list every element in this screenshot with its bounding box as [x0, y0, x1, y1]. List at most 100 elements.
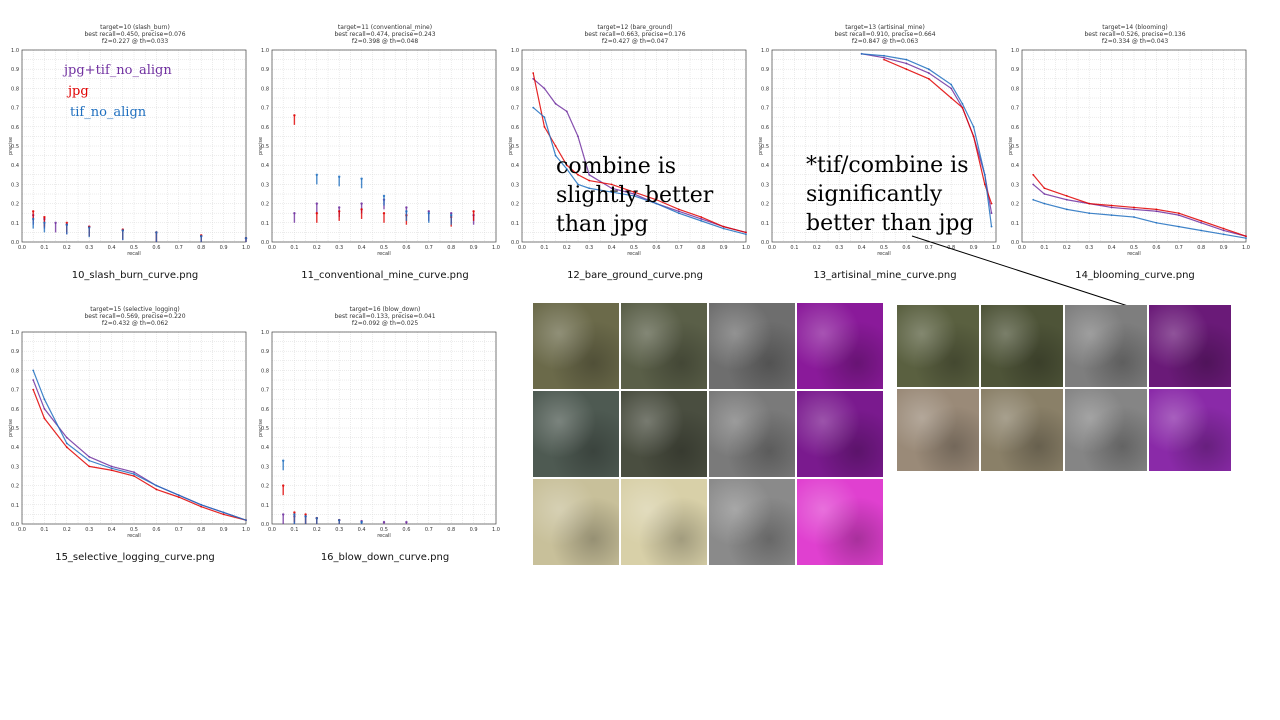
x-tick-label: 0.3 [85, 245, 93, 251]
data-point [990, 225, 993, 228]
x-tick-label: 0.5 [880, 245, 888, 251]
y-tick-label: 0.3 [1011, 182, 1019, 188]
x-tick-label: 0.7 [1175, 245, 1183, 251]
y-tick-label: 0.6 [261, 125, 269, 131]
x-tick-label: 0.8 [447, 527, 455, 533]
y-tick-label: 0.1 [761, 221, 769, 227]
y-tick-label: 0.9 [761, 67, 769, 73]
chart-caption: 16_blow_down_curve.png [320, 552, 450, 563]
y-tick-label: 0.8 [761, 86, 769, 92]
y-tick-label: 0.9 [1011, 67, 1019, 73]
x-tick-label: 0.4 [108, 527, 116, 533]
chart-title: target=10 (slash_burn) best recall=0.450,… [84, 24, 186, 45]
chart-caption: 12_bare_ground_curve.png [567, 270, 703, 281]
y-axis-label: precise [1008, 137, 1014, 155]
data-point [133, 475, 135, 477]
legend-item-tif: tif_no_align [70, 105, 147, 120]
data-point [633, 193, 635, 195]
y-tick-label: 0.4 [11, 163, 19, 169]
x-tick-label: 0.3 [85, 527, 93, 533]
chart-caption: 14_blooming_curve.png [1075, 270, 1195, 281]
data-point [633, 195, 635, 197]
data-point [133, 471, 135, 474]
data-point [245, 519, 247, 522]
data-point [1222, 229, 1225, 232]
x-tick-label: 0.1 [790, 245, 798, 251]
y-tick-label: 0.8 [511, 86, 519, 92]
data-point [155, 484, 158, 487]
x-tick-label: 0.9 [970, 245, 978, 251]
y-tick-label: 0.2 [261, 484, 269, 490]
x-tick-label: 0.6 [1152, 245, 1160, 251]
data-point [700, 219, 703, 222]
x-tick-label: 0.2 [563, 245, 571, 251]
y-tick-label: 0.1 [11, 221, 19, 227]
x-tick-label: 0.0 [18, 527, 26, 533]
y-tick-label: 0.4 [261, 163, 269, 169]
satellite-thumbnail [621, 391, 707, 477]
data-point [588, 179, 591, 182]
x-axis-label: recall [1127, 251, 1141, 256]
data-point [1032, 198, 1035, 201]
x-tick-label: 0.3 [335, 527, 343, 533]
y-tick-label: 0.0 [261, 522, 269, 528]
x-tick-label: 0.1 [40, 527, 48, 533]
y-tick-label: 0.7 [511, 106, 519, 112]
data-point [543, 125, 546, 128]
x-tick-label: 0.7 [425, 245, 433, 251]
data-point [1043, 187, 1046, 190]
chart-plot: 0.00.0 0.1 0.1 0.2 0.2 0.3 0.3 0.4 0.4 0.5 0.5 0.6 0… [258, 330, 500, 538]
y-axis-label: precise [8, 419, 14, 437]
data-point [1110, 214, 1113, 217]
x-tick-label: 0.9 [220, 527, 228, 533]
x-tick-label: 0.7 [425, 527, 433, 533]
y-tick-label: 0.0 [761, 240, 769, 246]
data-point [43, 417, 46, 420]
y-tick-label: 1.0 [511, 48, 519, 54]
y-tick-label: 0.4 [1011, 163, 1019, 169]
x-tick-label: 0.4 [358, 245, 366, 251]
chart-panel: target=10 (slash_burn) best recall=0.450,… [8, 24, 262, 256]
y-tick-label: 0.8 [11, 368, 19, 374]
chart-plot: 0.00.0 0.1 0.1 0.2 0.2 0.3 0.3 0.4 0.4 0.5 0.5 0.6 0… [1008, 48, 1250, 256]
data-point [577, 183, 579, 186]
data-point [1065, 208, 1068, 211]
data-point [1088, 202, 1091, 205]
data-point [1155, 221, 1158, 224]
data-point [950, 97, 953, 99]
x-tick-label: 0.4 [358, 527, 366, 533]
y-tick-label: 1.0 [261, 48, 269, 54]
x-tick-label: 0.7 [175, 245, 183, 251]
y-tick-label: 0.6 [11, 125, 19, 131]
y-tick-label: 0.2 [761, 202, 769, 208]
y-tick-label: 0.7 [261, 106, 269, 112]
x-tick-label: 0.5 [130, 245, 138, 251]
y-tick-label: 0.1 [1011, 221, 1019, 227]
data-point [65, 446, 68, 449]
y-tick-label: 0.8 [11, 86, 19, 92]
data-point [677, 210, 680, 213]
y-tick-label: 0.3 [261, 464, 269, 470]
plot-frame [271, 49, 497, 243]
x-tick-label: 0.2 [1063, 245, 1071, 251]
x-tick-label: 0.8 [197, 527, 205, 533]
y-tick-label: 0.3 [511, 182, 519, 188]
data-point [972, 135, 975, 138]
y-axis-label: precise [508, 137, 514, 155]
x-tick-label: 0.5 [1130, 245, 1138, 251]
chart-panel: target=16 (blow_down) best recall=0.133, … [258, 306, 512, 538]
chart-title: target=15 (selective_logging) best recall… [84, 306, 186, 327]
x-tick-label: 0.9 [470, 245, 478, 251]
y-tick-label: 0.5 [261, 426, 269, 432]
legend-item-combined: jpg+tif_no_align [64, 63, 172, 78]
x-axis-label: recall [877, 251, 891, 256]
data-point [1155, 208, 1158, 211]
data-point [1110, 204, 1113, 207]
x-tick-label: 0.1 [1040, 245, 1048, 251]
data-point [1177, 214, 1180, 217]
satellite-thumbnail [533, 479, 619, 565]
y-tick-label: 0.3 [761, 182, 769, 188]
data-point [927, 68, 930, 71]
x-axis-label: recall [627, 251, 641, 256]
data-point [133, 473, 135, 475]
